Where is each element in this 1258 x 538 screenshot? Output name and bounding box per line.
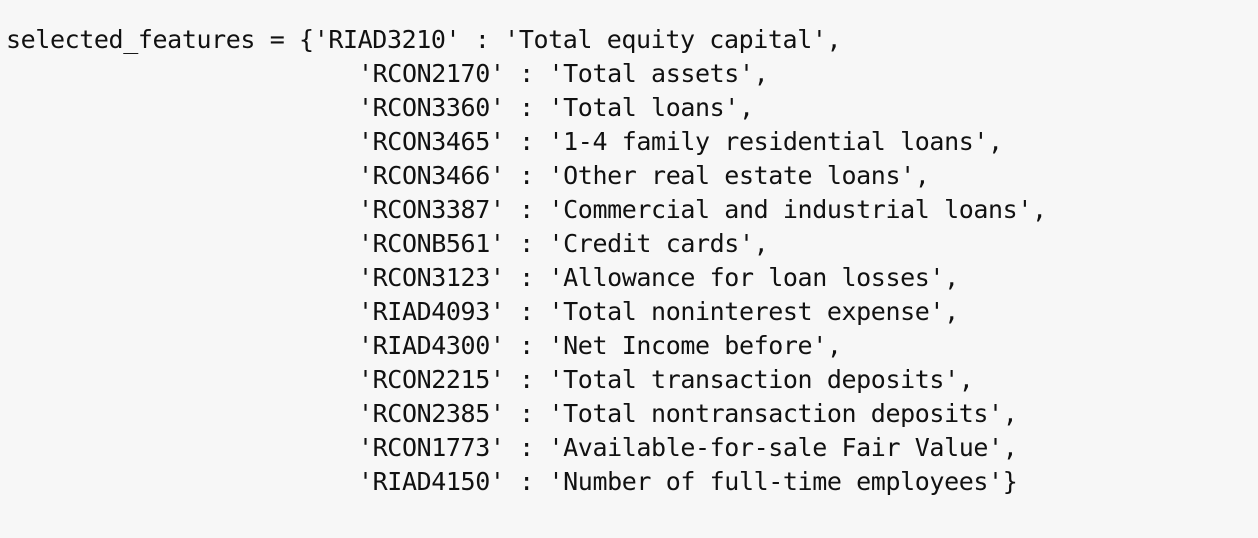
variable-name: selected_features [6,25,256,54]
key-value-separator: : [504,195,549,224]
line-end: , [914,161,930,190]
dict-key: 'RCON1773' [358,433,505,462]
dict-key: 'RCON2385' [358,399,505,428]
dict-value: 'Total assets' [548,59,754,88]
key-value-separator: : [504,263,549,292]
dict-key: 'RIAD3210' [313,25,461,54]
key-value-separator: : [504,467,549,496]
dict-value: 'Other real estate loans' [548,161,915,190]
dict-value: 'Total noninterest expense' [548,297,945,326]
dict-value: 'Number of full-time employees' [548,467,1003,496]
code-line-3: 'RCON3360' : 'Total loans', [6,91,1047,125]
key-value-separator: : [504,297,549,326]
code-line-4: 'RCON3465' : '1-4 family residential loa… [6,125,1047,159]
line-end: , [958,365,974,394]
closing-brace: } [1002,467,1018,496]
dict-value: 'Commercial and industrial loans' [548,195,1032,224]
dict-value: 'Net Income before' [548,331,827,360]
code-block[interactable]: selected_features = {'RIAD3210' : 'Total… [6,23,1047,499]
code-line-8: 'RCON3123' : 'Allowance for loan losses'… [6,261,1047,295]
dict-value: 'Total nontransaction deposits' [548,399,1003,428]
dict-key: 'RCON3466' [358,161,505,190]
code-line-5: 'RCON3466' : 'Other real estate loans', [6,159,1047,193]
dict-key: 'RCONB561' [358,229,505,258]
dict-key: 'RIAD4150' [358,467,505,496]
code-line-6: 'RCON3387' : 'Commercial and industrial … [6,193,1047,227]
code-line-14: 'RIAD4150' : 'Number of full-time employ… [6,465,1047,499]
line-end: , [1002,433,1018,462]
dict-key: 'RCON3465' [358,127,505,156]
dict-value: '1-4 family residential loans' [548,127,989,156]
key-value-separator: : [504,433,549,462]
dict-value: 'Available-for-sale Fair Value' [548,433,1003,462]
dict-key: 'RCON3387' [358,195,505,224]
key-value-separator: : [460,25,505,54]
dict-key: 'RCON2170' [358,59,505,88]
key-value-separator: : [504,399,549,428]
dict-key: 'RCON2215' [358,365,505,394]
line-end: , [1031,195,1047,224]
code-line-7: 'RCONB561' : 'Credit cards', [6,227,1047,261]
key-value-separator: : [504,93,549,122]
dict-value: 'Total loans' [548,93,739,122]
dict-value: 'Total equity capital' [504,25,827,54]
line-end: , [826,331,842,360]
line-end: , [944,297,959,326]
key-value-separator: : [504,161,549,190]
key-value-separator: : [504,331,549,360]
code-line-13: 'RCON1773' : 'Available-for-sale Fair Va… [6,431,1047,465]
key-value-separator: : [504,127,549,156]
dict-key: 'RCON3123' [358,263,505,292]
key-value-separator: : [504,229,549,258]
key-value-separator: : [504,365,549,394]
code-line-12: 'RCON2385' : 'Total nontransaction depos… [6,397,1047,431]
line-end: , [988,127,1003,156]
code-line-2: 'RCON2170' : 'Total assets', [6,57,1047,91]
line-end: , [753,229,769,258]
line-end: , [826,25,842,54]
line-end: , [738,93,754,122]
dict-key: 'RIAD4093' [358,297,505,326]
key-value-separator: : [504,59,549,88]
assignment-operator: = { [255,25,314,54]
dict-key: 'RIAD4300' [358,331,505,360]
dict-key: 'RCON3360' [358,93,505,122]
code-line-10: 'RIAD4300' : 'Net Income before', [6,329,1047,363]
dict-value: 'Total transaction deposits' [548,365,959,394]
line-end: , [753,59,769,88]
dict-value: 'Allowance for loan losses' [548,263,945,292]
code-line-9: 'RIAD4093' : 'Total noninterest expense'… [6,295,1047,329]
code-line-11: 'RCON2215' : 'Total transaction deposits… [6,363,1047,397]
code-line-1: selected_features = {'RIAD3210' : 'Total… [6,23,1047,57]
dict-value: 'Credit cards' [548,229,754,258]
line-end: , [1002,399,1018,428]
line-end: , [944,263,959,292]
